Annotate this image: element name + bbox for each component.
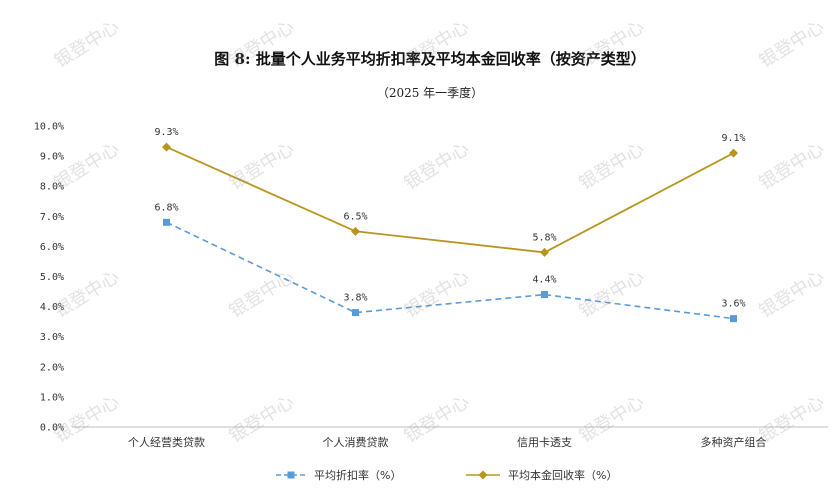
legend-item: 平均折扣率（%） [276,468,401,482]
x-tick-label: 个人消费贷款 [323,435,389,449]
data-label: 3.6% [721,299,745,310]
data-point [352,309,359,317]
legend-item: 平均本金回收率（%） [466,468,617,482]
legend-marker [287,471,295,479]
series-layer: 6.8% 3.8% 4.4% 3.6% 9.3% 6.5% 5.8% 9.1% [154,127,746,323]
y-tick-label: 3.0% [40,332,64,343]
y-tick-label: 10.0% [34,122,64,133]
data-label: 6.8% [154,202,178,213]
legend-label: 平均折扣率（%） [314,468,401,482]
chart-title: 图 8: 批量个人业务平均折扣率及平均本金回收率（按资产类型） [214,50,645,68]
series-line [166,221,734,320]
y-tick-label: 4.0% [40,302,64,313]
y-tick-label: 0.0% [40,423,64,434]
data-point [540,247,549,257]
y-axis: 0.0% 1.0% 2.0% 3.0% 4.0% 5.0% 6.0% 7.0% 8.0% 9.0%… [34,122,64,434]
x-tick-label: 多种资产组合 [701,435,767,449]
y-tick-label: 8.0% [40,182,64,193]
data-point [730,315,737,323]
x-tick-label: 个人经营类贷款 [128,435,205,449]
data-label: 5.8% [532,232,556,243]
data-label: 9.1% [721,133,745,144]
data-label: 4.4% [532,275,556,286]
x-axis: 个人经营类贷款 个人消费贷款 信用卡透支 多种资产组合 [128,435,767,449]
data-label: 9.3% [154,127,178,138]
data-point [162,142,171,152]
data-point [541,291,548,299]
y-tick-label: 2.0% [40,362,64,373]
legend-marker [478,470,488,480]
y-tick-label: 1.0% [40,392,64,403]
series-line [166,146,734,254]
y-tick-label: 5.0% [40,272,64,283]
data-point [163,218,170,226]
data-point [351,226,360,236]
y-tick-label: 6.0% [40,242,64,253]
y-tick-label: 7.0% [40,212,64,223]
series-1: 6.8% 3.8% 4.4% 3.6% [154,202,746,323]
data-point [729,148,738,158]
series-2: 9.3% 6.5% 5.8% 9.1% [154,127,746,257]
legend: 平均折扣率（%） 平均本金回收率（%） [276,468,617,482]
chart-subtitle: （2025 年一季度） [377,85,483,100]
x-tick-label: 信用卡透支 [517,436,572,449]
data-label: 3.8% [343,293,367,304]
legend-label: 平均本金回收率（%） [508,468,617,482]
data-label: 6.5% [343,211,367,222]
y-tick-label: 9.0% [40,152,64,163]
